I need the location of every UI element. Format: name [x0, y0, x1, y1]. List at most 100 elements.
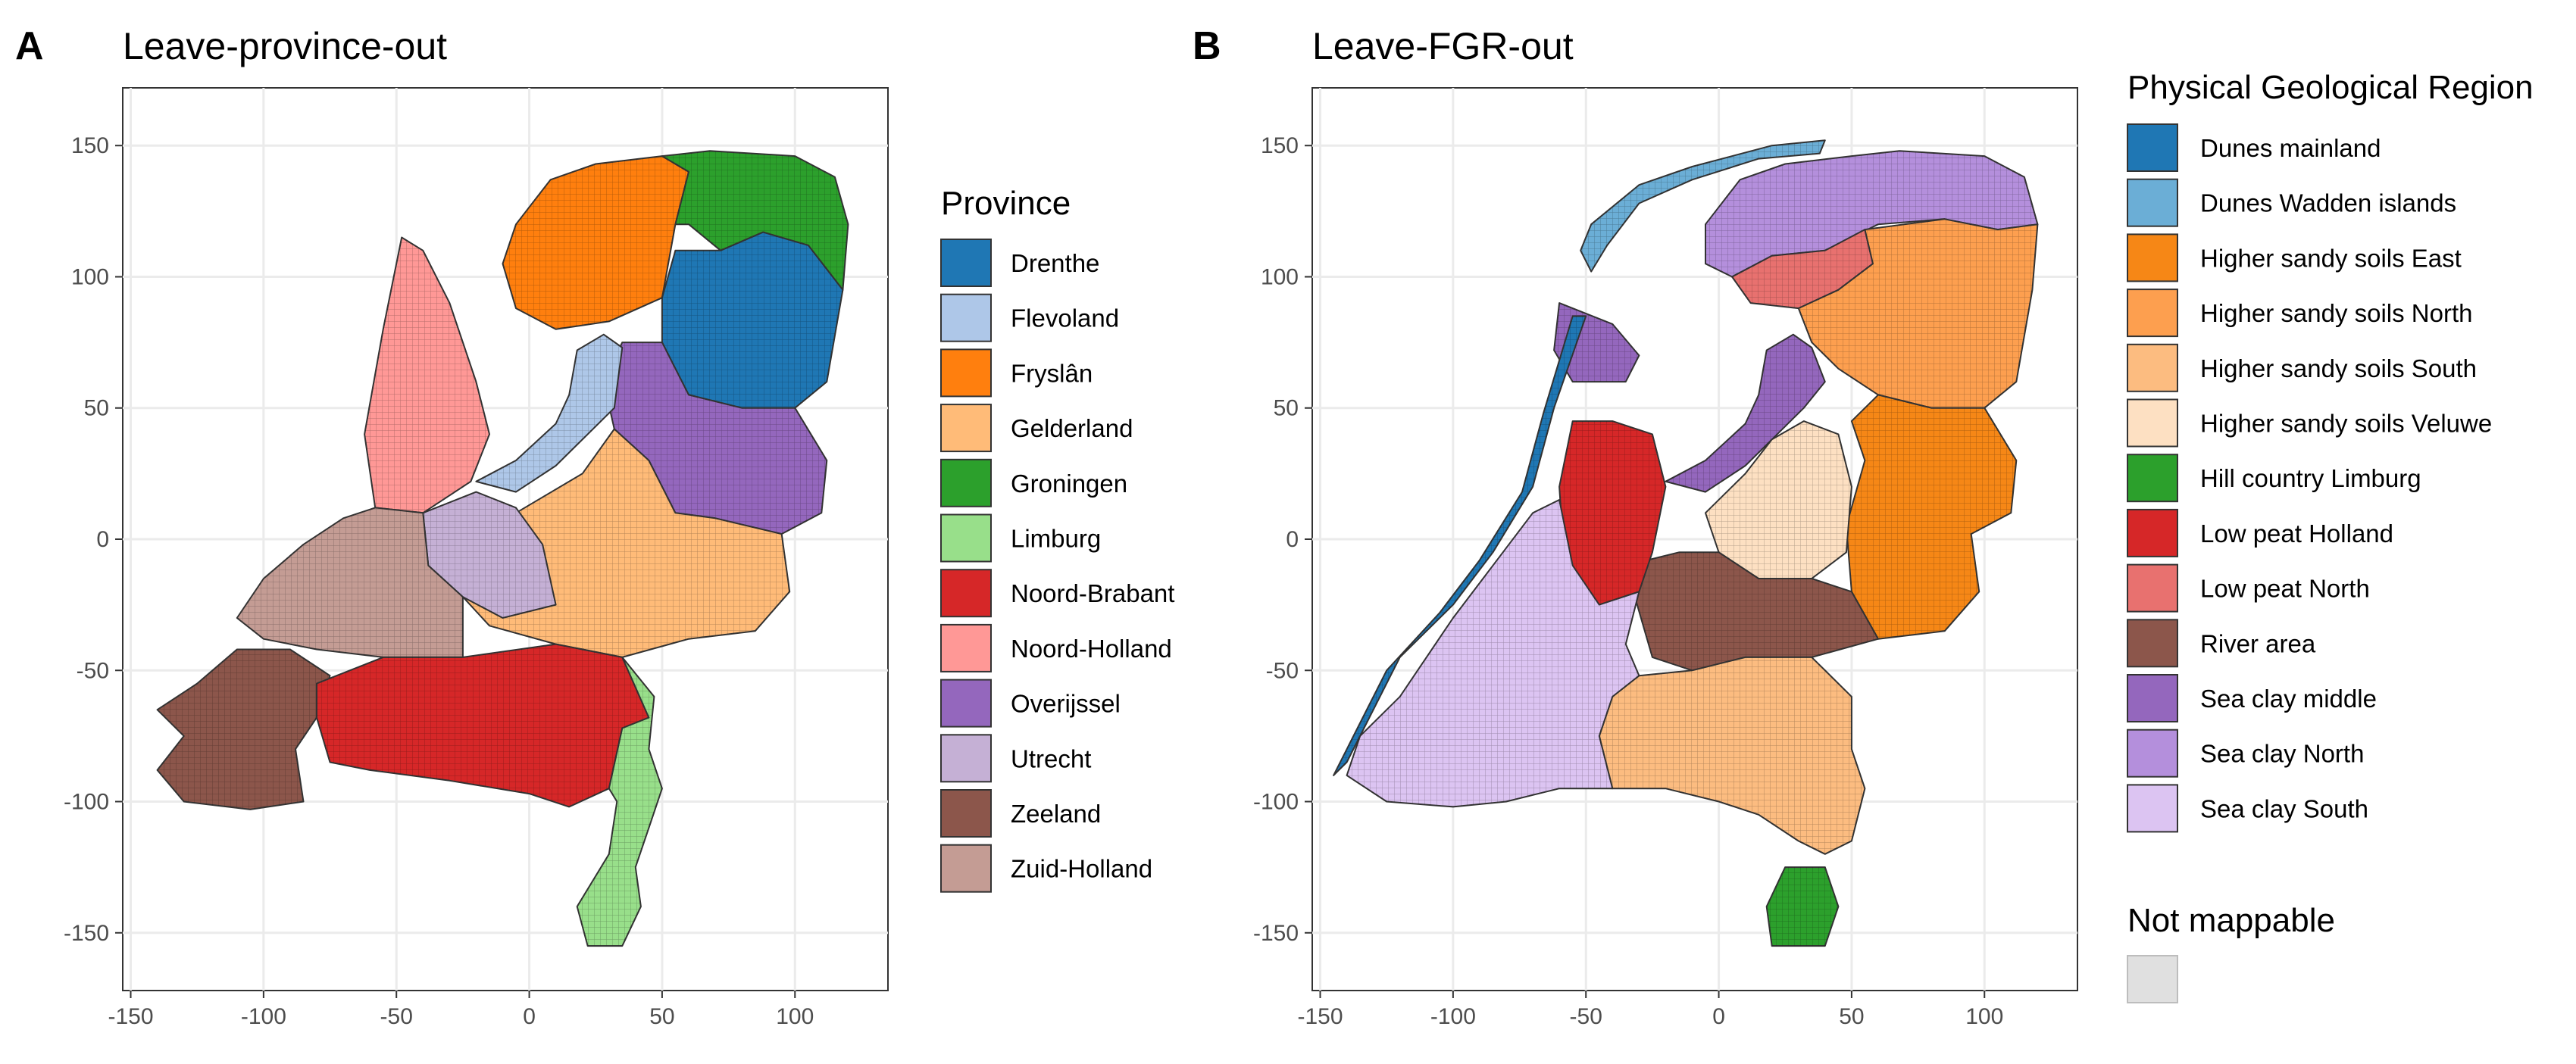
legend-label-fryslan: Fryslân [1011, 359, 1093, 387]
x-tick-label: -150 [1297, 1004, 1343, 1029]
region-cellgrid-groningen [661, 151, 849, 290]
panel-a-ticks: -150 -100 -50 0 50 100 150 100 50 0 -50 -100 -150 [64, 133, 814, 1029]
region-cellgrid-noord-brabant [317, 644, 649, 807]
panel-b-map [1333, 139, 2039, 947]
y-tick-label: 0 [1286, 527, 1299, 552]
region-cellgrid-higher-sandy-soils-south [1599, 657, 1865, 854]
legend-swatch-zuid-holland [940, 844, 992, 893]
legend-swatch-utrecht [940, 734, 992, 783]
panel-b-ticks: -150 -100 -50 0 50 100 150 100 50 0 -50 -100 -150 [1253, 133, 2003, 1029]
y-tick-label: 50 [1274, 396, 1299, 421]
x-tick-label: 100 [776, 1004, 814, 1029]
legend-swatch-higher-sandy-soils-south [2127, 343, 2178, 392]
legend-a-title: Province [941, 185, 1071, 222]
legend-swatch-noord-holland [940, 623, 992, 672]
legend-label-zeeland: Zeeland [1011, 800, 1101, 828]
legend-label-utrecht: Utrecht [1011, 744, 1091, 772]
legend-label-overijssel: Overijssel [1011, 690, 1121, 718]
y-tick-label: 100 [1261, 264, 1299, 289]
region-cellgrid-zeeland [157, 649, 330, 810]
region-cellgrid-dunes-wadden-islands [1580, 140, 1825, 272]
legend-label-flevoland: Flevoland [1011, 304, 1119, 332]
legend-swatch-river-area [2127, 619, 2178, 668]
legend-swatch-flevoland [940, 293, 992, 342]
legend-label-groningen: Groningen [1011, 470, 1127, 498]
y-tick-label: -100 [1253, 790, 1299, 815]
legend-swatch-low-peat-holland [2127, 508, 2178, 557]
y-tick-label: -50 [77, 658, 109, 683]
y-tick-label: 150 [71, 133, 109, 158]
region-cellgrid-low-peat-north [1732, 229, 1873, 309]
legend-swatch-limburg [940, 513, 992, 563]
panel-b-legend: Physical Geological Region Not mappable … [2127, 69, 2534, 1003]
y-tick-label: -100 [64, 790, 109, 815]
legend-label-noord-holland: Noord-Holland [1011, 635, 1172, 663]
y-tick-label: 150 [1261, 133, 1299, 158]
region-cellgrid-higher-sandy-soils-north [1798, 219, 2038, 408]
legend-swatch-sea-clay-south [2127, 784, 2178, 833]
legend-swatch-sea-clay-middle [2127, 674, 2178, 722]
legend-label-gelderland: Gelderland [1011, 414, 1133, 442]
panel-b: B Leave-FGR-out -150 -100 -50 0 50 100 150 100 5… [1193, 24, 2534, 1029]
legend-swatch-drenthe [940, 239, 992, 287]
legend-label-dunes-mainland: Dunes mainland [2200, 134, 2381, 162]
legend-label-low-peat-north: Low peat North [2200, 575, 2370, 603]
region-cellgrid-higher-sandy-soils-veluwe [1705, 421, 1852, 579]
legend-label-zuid-holland: Zuid-Holland [1011, 855, 1152, 883]
legend-swatch-dunes-mainland [2127, 123, 2178, 172]
legend-b-title: Physical Geological Region [2127, 69, 2534, 106]
legend-label-noord-brabant: Noord-Brabant [1011, 579, 1174, 607]
y-tick-label: 50 [84, 396, 109, 421]
x-tick-label: 0 [1712, 1004, 1725, 1029]
x-tick-label: 50 [649, 1004, 674, 1029]
y-tick-label: 100 [71, 264, 109, 289]
legend-label-higher-sandy-soils-north: Higher sandy soils North [2200, 299, 2473, 327]
panel-a-title: Leave-province-out [123, 25, 447, 67]
region-cellgrid-limburg [577, 657, 662, 947]
legend-swatch-fryslan [940, 348, 992, 398]
legend-swatch-higher-sandy-soils-veluwe [2127, 398, 2178, 448]
panel-b-title: Leave-FGR-out [1312, 25, 1574, 67]
legend-swatch-groningen [940, 458, 992, 507]
legend-swatch-not-mappable [2127, 955, 2178, 1003]
legend-label-higher-sandy-soils-south: Higher sandy soils South [2200, 354, 2477, 382]
region-cellgrid-noord-holland [364, 237, 489, 513]
legend-label-limburg: Limburg [1011, 525, 1101, 553]
panel-a-letter: A [15, 24, 44, 68]
legend-swatch-noord-brabant [940, 569, 992, 618]
x-tick-label: 50 [1839, 1004, 1864, 1029]
panel-a: A Leave-province-out -150 -100 -50 0 50 100 15… [15, 24, 1174, 1029]
region-cellgrid-low-peat-holland [1559, 421, 1666, 605]
legend-label-sea-clay-middle: Sea clay middle [2200, 685, 2377, 713]
region-cellgrid-utrecht [423, 491, 556, 618]
legend-label-drenthe: Drenthe [1011, 249, 1099, 277]
region-cellgrid-higher-sandy-soils-east [1846, 395, 2017, 639]
legend-b-extra-title: Not mappable [2127, 902, 2335, 939]
x-tick-label: -100 [241, 1004, 286, 1029]
region-cellgrid-dunes-mainland [1333, 316, 1587, 775]
legend-swatch-sea-clay-north [2127, 729, 2178, 778]
x-tick-label: -50 [1570, 1004, 1602, 1029]
y-tick-label: -50 [1266, 658, 1299, 683]
legend-label-low-peat-holland: Low peat Holland [2200, 520, 2393, 548]
legend-label-dunes-wadden-islands: Dunes Wadden islands [2200, 189, 2456, 217]
legend-swatch-dunes-wadden-islands [2127, 178, 2178, 227]
legend-label-higher-sandy-soils-veluwe: Higher sandy soils Veluwe [2200, 410, 2492, 438]
panel-a-map [156, 150, 849, 947]
legend-swatch-higher-sandy-soils-north [2127, 289, 2178, 338]
legend-swatch-higher-sandy-soils-east [2127, 233, 2178, 282]
legend-label-sea-clay-south: Sea clay South [2200, 794, 2368, 822]
legend-swatch-overijssel [940, 679, 992, 728]
y-tick-label: 0 [96, 527, 109, 552]
x-tick-label: 100 [1965, 1004, 2003, 1029]
region-cellgrid-flevoland [476, 334, 623, 492]
y-tick-label: -150 [1253, 921, 1299, 946]
x-tick-label: -50 [380, 1004, 413, 1029]
legend-swatch-hill-country-limburg [2127, 454, 2178, 503]
panel-b-letter: B [1193, 24, 1221, 68]
region-cellgrid-drenthe [661, 232, 843, 408]
legend-label-higher-sandy-soils-east: Higher sandy soils East [2200, 244, 2462, 272]
region-cellgrid-sea-clay-south [1346, 500, 1640, 807]
